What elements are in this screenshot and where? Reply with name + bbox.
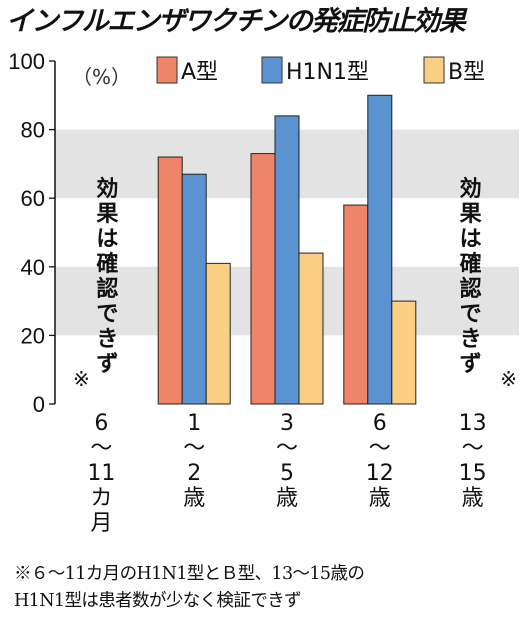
legend-label: A型: [181, 60, 218, 85]
x-tick-label: 1: [187, 411, 201, 436]
x-tick-label: 〜: [183, 436, 205, 461]
x-tick-label: 6: [94, 411, 108, 436]
chart-title: インフルエンザワクチンの発症防止効果: [6, 6, 466, 37]
x-tick-label: 月: [90, 511, 112, 536]
bar: [274, 115, 300, 405]
x-tick-label: 2: [187, 461, 201, 486]
bar: [181, 173, 207, 405]
y-unit-label: （%）: [72, 65, 131, 89]
annotation-char: 確: [96, 251, 118, 277]
x-tick-label: カ: [90, 486, 112, 511]
annotation-char: 果: [96, 202, 118, 227]
bar: [391, 300, 417, 405]
y-tick-label: 0: [33, 392, 45, 417]
legend-label: H1N1型: [286, 60, 369, 85]
annotation-char: で: [96, 302, 118, 327]
legend-label: B型: [448, 60, 485, 85]
footnote-line-2: H1N1型は患者数が少なく検証できず: [14, 591, 302, 611]
bar: [367, 94, 393, 405]
x-tick-label: 歳: [369, 486, 391, 511]
x-tick-label: 〜: [276, 436, 298, 461]
annotation-char: 果: [460, 202, 482, 227]
x-tick-label: 〜: [369, 436, 391, 461]
bar: [205, 262, 231, 405]
y-tick-label: 80: [21, 118, 45, 143]
legend-swatch: [261, 56, 283, 84]
annotation-mark: ※: [73, 367, 90, 391]
x-tick-label: 歳: [276, 486, 298, 511]
annotation-char: ず: [460, 352, 482, 377]
bar: [298, 252, 324, 405]
annotation-char: き: [460, 327, 482, 352]
x-tick-label: 6: [373, 411, 387, 436]
x-tick-label: 12: [366, 461, 394, 486]
bar: [343, 204, 369, 405]
legend-swatch: [423, 56, 445, 84]
annotation-char: 認: [460, 276, 482, 302]
annotation-char: 効: [96, 176, 118, 202]
annotation-char: 効: [460, 176, 482, 202]
legend-swatch: [156, 56, 178, 84]
annotation-char: 認: [96, 276, 118, 302]
y-tick-label: 20: [21, 323, 45, 348]
x-tick-label: 〜: [462, 436, 484, 461]
annotation-mark: ※: [500, 367, 517, 391]
footnote-line-1: ※６〜11カ月のH1N1型とＢ型、13〜15歳の: [14, 564, 365, 584]
x-tick-label: 歳: [462, 486, 484, 511]
bar: [250, 153, 276, 405]
x-tick-label: 15: [459, 461, 487, 486]
annotation-char: ず: [96, 352, 118, 377]
annotation-char: は: [460, 227, 482, 252]
x-tick-label: 13: [459, 411, 487, 436]
x-tick-label: 歳: [183, 486, 205, 511]
x-tick-label: 3: [280, 411, 294, 436]
y-tick-label: 40: [21, 255, 45, 280]
annotation-char: 確: [460, 251, 482, 277]
annotation-char: は: [96, 227, 118, 252]
x-tick-label: 11: [87, 461, 115, 486]
x-tick-label: 5: [280, 461, 294, 486]
annotation-char: で: [460, 302, 482, 327]
bar: [157, 156, 183, 405]
x-tick-label: 〜: [90, 436, 112, 461]
y-tick-label: 100: [8, 49, 45, 74]
y-tick-label: 60: [21, 186, 45, 211]
annotation-char: き: [96, 327, 118, 352]
